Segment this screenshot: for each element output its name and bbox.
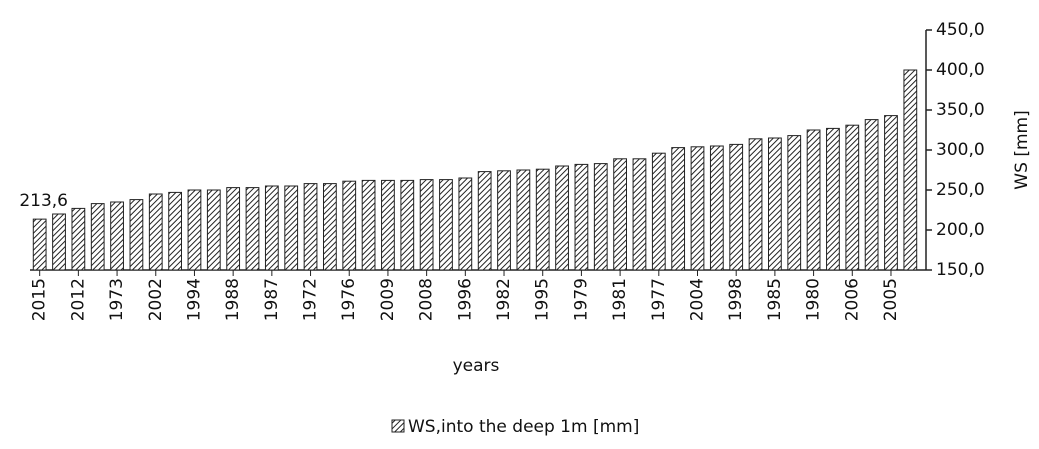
bar (439, 179, 453, 271)
bar (90, 203, 105, 271)
bar (52, 213, 66, 271)
bar (555, 165, 569, 271)
x-tick-label: 2004 (688, 278, 708, 321)
bar (864, 119, 879, 271)
x-tick-label: 1994 (184, 278, 204, 321)
bar (129, 199, 144, 271)
y-tick-label: 350,0 (936, 100, 985, 120)
bar (206, 189, 221, 271)
bar (574, 163, 589, 271)
bar (671, 147, 686, 271)
bar (593, 163, 608, 271)
bar (709, 145, 724, 271)
legend-label: WS,into the deep 1m [mm] (408, 417, 639, 437)
bar (516, 169, 531, 271)
bar (264, 185, 279, 271)
bar (613, 158, 627, 271)
y-tick-label: 150,0 (936, 260, 985, 280)
x-tick-label: 1998 (726, 278, 746, 321)
y-tick-label: 200,0 (936, 220, 985, 240)
bar (632, 158, 647, 271)
bar (226, 187, 241, 271)
y-axis-title: WS [mm] (1012, 110, 1032, 189)
x-tick-label: 2008 (417, 278, 437, 321)
bar (826, 127, 840, 271)
bar (477, 171, 492, 271)
x-tick-label: 2005 (881, 278, 901, 321)
x-tick-label: 1980 (804, 278, 824, 321)
bar (903, 69, 918, 271)
bar (729, 143, 744, 271)
bar (748, 138, 763, 271)
bar (245, 187, 260, 271)
x-tick-label: 1976 (339, 278, 359, 321)
bar (284, 185, 299, 271)
y-tick-label: 450,0 (936, 20, 985, 40)
bar (303, 183, 318, 271)
bar (32, 218, 47, 271)
x-tick-label: 1979 (571, 278, 591, 321)
x-tick-label: 1977 (649, 278, 669, 321)
x-tick-label: 1981 (610, 278, 630, 321)
bar (419, 179, 434, 271)
bar (342, 180, 357, 271)
bar (806, 129, 821, 271)
bar (71, 207, 86, 271)
legend-swatch (391, 419, 405, 433)
bar (651, 152, 666, 271)
x-tick-label: 1987 (262, 278, 282, 321)
bar (381, 179, 395, 271)
bar (787, 135, 802, 271)
bar (690, 146, 705, 271)
bar (768, 137, 782, 271)
x-tick-label: 1973 (107, 278, 127, 321)
data-label: 213,6 (19, 191, 68, 211)
y-tick-label: 250,0 (936, 180, 985, 200)
x-tick-label: 2015 (30, 278, 50, 321)
bar (535, 168, 550, 271)
x-tick-label: 1996 (455, 278, 475, 321)
bar (458, 177, 473, 271)
x-tick-label: 2002 (146, 278, 166, 321)
x-tick-label: 2006 (842, 278, 862, 321)
bar (845, 124, 860, 271)
bar (361, 179, 376, 271)
bar (187, 189, 202, 271)
y-tick-label: 400,0 (936, 60, 985, 80)
bar (884, 115, 898, 271)
x-axis-title: years (453, 356, 500, 376)
bar (400, 179, 415, 271)
x-tick-label: 1985 (765, 278, 785, 321)
x-tick-label: 1995 (533, 278, 553, 321)
bar (497, 170, 511, 271)
bar (168, 191, 182, 271)
x-tick-label: 2012 (68, 278, 88, 321)
bar (110, 201, 124, 271)
bar (148, 193, 163, 271)
bar (323, 183, 337, 271)
y-tick-label: 300,0 (936, 140, 985, 160)
x-tick-label: 2009 (378, 278, 398, 321)
x-tick-label: 1972 (301, 278, 321, 321)
x-tick-label: 1988 (223, 278, 243, 321)
x-tick-label: 1982 (494, 278, 514, 321)
